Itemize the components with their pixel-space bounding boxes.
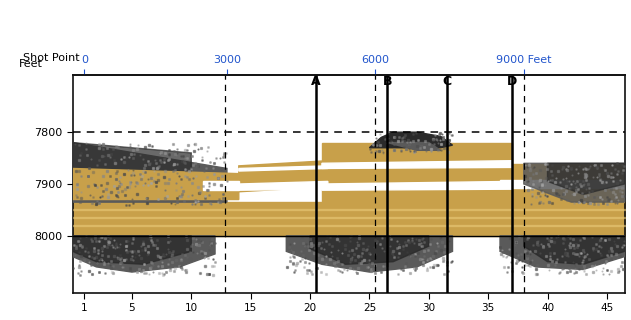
Polygon shape <box>500 164 625 202</box>
Text: B: B <box>382 75 392 88</box>
Polygon shape <box>239 161 328 192</box>
Polygon shape <box>500 236 625 269</box>
Polygon shape <box>387 142 440 150</box>
Text: D: D <box>507 75 517 88</box>
Polygon shape <box>524 163 625 202</box>
Text: Shot Point: Shot Point <box>23 53 80 63</box>
Polygon shape <box>322 142 512 202</box>
Polygon shape <box>203 181 227 192</box>
Polygon shape <box>524 236 625 264</box>
Text: A: A <box>311 75 321 88</box>
Text: C: C <box>442 75 451 88</box>
Polygon shape <box>322 161 512 168</box>
Polygon shape <box>310 236 429 264</box>
Polygon shape <box>73 236 215 272</box>
Polygon shape <box>239 181 328 190</box>
Polygon shape <box>73 142 227 202</box>
Polygon shape <box>239 166 328 171</box>
Polygon shape <box>203 181 239 190</box>
Polygon shape <box>548 163 625 194</box>
Polygon shape <box>73 142 191 194</box>
Polygon shape <box>500 180 625 188</box>
Text: Feet: Feet <box>19 59 43 69</box>
Polygon shape <box>286 236 452 272</box>
Polygon shape <box>73 236 191 264</box>
Polygon shape <box>322 181 512 190</box>
Polygon shape <box>369 132 452 148</box>
Polygon shape <box>73 168 239 200</box>
